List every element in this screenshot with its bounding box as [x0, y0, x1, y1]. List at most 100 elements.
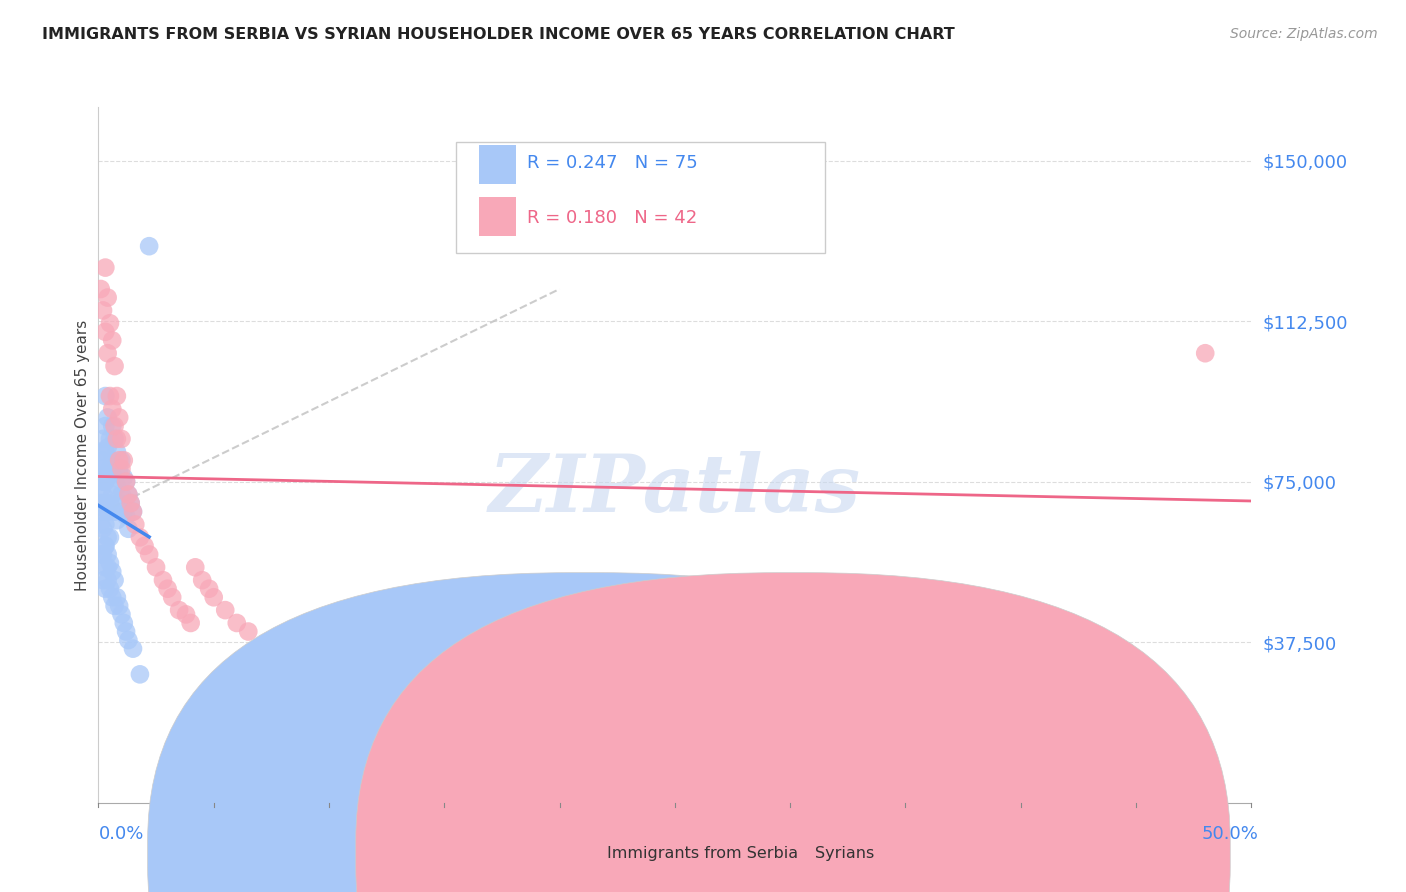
- Point: [97, 560, 120, 574]
- Point: [120, 496, 142, 510]
- Point: [138, 239, 160, 253]
- Point: [117, 487, 139, 501]
- Point: [117, 487, 139, 501]
- Point: [103, 432, 125, 446]
- Point: [98, 556, 121, 570]
- Point: [120, 496, 142, 510]
- Point: [90, 462, 112, 476]
- Point: [101, 453, 124, 467]
- Point: [90, 282, 112, 296]
- Point: [97, 410, 120, 425]
- Point: [90, 470, 112, 484]
- Point: [129, 667, 152, 681]
- Point: [103, 573, 125, 587]
- Point: [105, 591, 128, 605]
- Point: [108, 453, 131, 467]
- Text: Immigrants from Serbia: Immigrants from Serbia: [607, 847, 799, 861]
- Point: [145, 560, 167, 574]
- Text: R = 0.247   N = 75: R = 0.247 N = 75: [527, 153, 697, 171]
- Point: [91, 573, 114, 587]
- Point: [98, 462, 121, 476]
- Point: [112, 453, 135, 467]
- Point: [152, 573, 174, 587]
- Point: [91, 548, 114, 562]
- Point: [112, 470, 135, 484]
- Point: [94, 444, 117, 458]
- Point: [91, 462, 114, 476]
- Point: [94, 582, 117, 596]
- Point: [98, 389, 121, 403]
- Point: [103, 419, 125, 434]
- Point: [94, 496, 117, 510]
- Point: [97, 530, 120, 544]
- Point: [94, 475, 117, 489]
- Point: [91, 475, 114, 489]
- Point: [91, 505, 114, 519]
- Text: R = 0.180   N = 42: R = 0.180 N = 42: [527, 210, 697, 227]
- Point: [97, 548, 120, 562]
- Point: [97, 573, 120, 587]
- Point: [198, 582, 221, 596]
- Point: [103, 505, 125, 519]
- Point: [191, 573, 214, 587]
- Point: [138, 548, 160, 562]
- Point: [238, 624, 260, 639]
- Point: [91, 522, 114, 536]
- Point: [156, 582, 179, 596]
- Point: [110, 487, 132, 501]
- Point: [108, 599, 131, 613]
- Point: [98, 432, 121, 446]
- Point: [98, 530, 121, 544]
- Point: [103, 599, 125, 613]
- Point: [97, 346, 120, 360]
- Point: [134, 539, 156, 553]
- Point: [97, 470, 120, 484]
- Point: [91, 432, 114, 446]
- Point: [91, 453, 114, 467]
- Point: [103, 470, 125, 484]
- Point: [97, 441, 120, 455]
- Point: [225, 615, 247, 630]
- Point: [101, 591, 124, 605]
- Point: [122, 505, 145, 519]
- Point: [214, 603, 236, 617]
- Point: [108, 496, 131, 510]
- Point: [101, 334, 124, 348]
- Point: [94, 539, 117, 553]
- Point: [98, 496, 121, 510]
- Point: [91, 500, 114, 515]
- Text: ZIPatlas: ZIPatlas: [489, 451, 860, 528]
- Point: [180, 615, 202, 630]
- Point: [184, 560, 207, 574]
- Text: IMMIGRANTS FROM SERBIA VS SYRIAN HOUSEHOLDER INCOME OVER 65 YEARS CORRELATION CH: IMMIGRANTS FROM SERBIA VS SYRIAN HOUSEHO…: [42, 27, 955, 42]
- Point: [90, 496, 112, 510]
- Point: [94, 517, 117, 532]
- Point: [112, 505, 135, 519]
- Point: [115, 624, 138, 639]
- Point: [90, 548, 112, 562]
- Point: [112, 615, 135, 630]
- Point: [108, 410, 131, 425]
- Point: [94, 419, 117, 434]
- Point: [110, 607, 132, 622]
- Point: [115, 508, 138, 523]
- Point: [94, 389, 117, 403]
- Point: [94, 560, 117, 574]
- Point: [174, 607, 197, 622]
- Point: [94, 539, 117, 553]
- Point: [117, 633, 139, 648]
- Point: [97, 505, 120, 519]
- Point: [115, 475, 138, 489]
- Point: [105, 432, 128, 446]
- Point: [105, 444, 128, 458]
- Point: [202, 591, 225, 605]
- Point: [110, 453, 132, 467]
- Point: [117, 522, 139, 536]
- Point: [101, 565, 124, 579]
- Point: [101, 487, 124, 501]
- Point: [98, 316, 121, 330]
- FancyBboxPatch shape: [479, 145, 516, 184]
- Point: [115, 475, 138, 489]
- Point: [101, 401, 124, 416]
- Point: [91, 303, 114, 318]
